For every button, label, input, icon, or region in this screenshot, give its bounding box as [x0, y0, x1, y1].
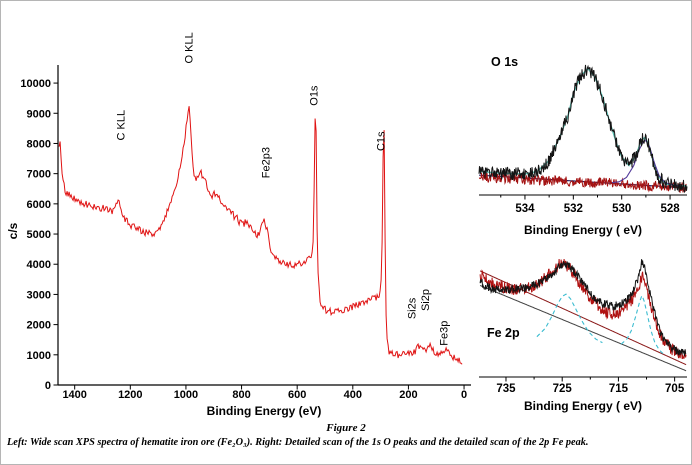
peak-label-fe2p3: Fe2p3	[260, 147, 272, 178]
series-fit-data-red	[479, 258, 687, 360]
y-tick-label: 10000	[20, 78, 51, 90]
x-tick-label: 600	[288, 389, 306, 401]
x-tick-label: 735	[496, 383, 516, 395]
peak-label-c1s: C1s	[375, 131, 387, 151]
wide-scan-chart: 1400 1200 1000 800 600 400 200 0010002000300040…	[6, 32, 471, 418]
y-tick-label: 6000	[27, 199, 51, 211]
y-tick-label: 4000	[27, 259, 51, 271]
panel-label: Fe 2p	[487, 326, 520, 340]
y-tick-label: 3000	[27, 289, 51, 301]
x-axis-title: Binding Energy (eV)	[207, 404, 322, 418]
x-tick-label: 1200	[118, 389, 142, 401]
y-tick-label: 1000	[27, 350, 51, 362]
x-tick-label: 1400	[62, 389, 86, 401]
y-axis-title: c/s	[6, 222, 20, 239]
x-tick-label: 528	[660, 203, 680, 215]
y-tick-label: 7000	[27, 169, 51, 181]
peak-label-o-kll: O KLL	[184, 32, 196, 63]
y-tick-label: 2000	[27, 320, 51, 332]
x-axis-title: Binding Energy ( eV)	[524, 399, 642, 413]
series-measured-data	[479, 259, 687, 357]
series-component-fe2p32	[620, 294, 665, 356]
figure-caption: Left: Wide scan XPS spectra of hematite …	[7, 437, 589, 448]
x-tick-label: 200	[399, 389, 417, 401]
figure-label: Figure 2	[326, 422, 366, 434]
x-tick-label: 530	[612, 203, 631, 215]
x-tick-label: 715	[609, 383, 629, 395]
series-measured-data	[478, 64, 688, 194]
o1s-detail-chart: 534 532 530 528 O 1s Binding Energy ( eV)	[478, 55, 688, 237]
panel-label: O 1s	[491, 55, 518, 69]
peak-label-fe3p: Fe3p	[439, 321, 451, 346]
x-tick-label: 534	[515, 203, 535, 215]
series-background-line-gray	[479, 285, 687, 372]
fe2p-detail-chart: 735 725 715 705 Fe 2p Binding Energy ( eV)	[479, 258, 687, 413]
x-tick-label: 1000	[174, 389, 198, 401]
series-component-fe2p12	[536, 293, 603, 344]
y-tick-label: 8000	[27, 138, 51, 150]
peak-label-si2s: Si2s	[407, 297, 419, 319]
x-tick-label: 0	[461, 389, 467, 401]
x-tick-label: 800	[232, 389, 250, 401]
peak-label-o1s: O1s	[309, 85, 321, 106]
x-axis-title: Binding Energy ( eV)	[524, 223, 642, 237]
y-tick-label: 0	[45, 380, 51, 392]
y-tick-label: 9000	[27, 108, 51, 120]
series-envelope-fit	[479, 68, 688, 187]
peak-label-si2p: Si2p	[420, 289, 432, 311]
x-tick-label: 725	[553, 383, 573, 395]
series-survey-spectrum	[58, 106, 463, 365]
x-tick-label: 400	[344, 389, 362, 401]
y-tick-label: 5000	[27, 229, 51, 241]
peak-label-c-kll: C KLL	[116, 110, 128, 141]
figure-caption-block: Figure 2 Left: Wide scan XPS spectra of …	[1, 422, 691, 449]
x-tick-label: 532	[564, 203, 583, 215]
x-tick-label: 705	[665, 383, 685, 395]
